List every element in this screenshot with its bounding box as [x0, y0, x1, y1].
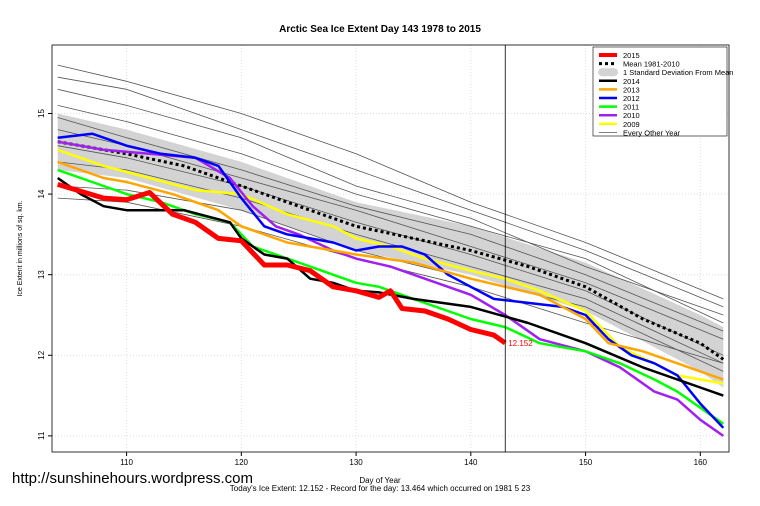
- chart-title: Arctic Sea Ice Extent Day 143 1978 to 20…: [279, 24, 481, 35]
- other-year-line: [57, 145, 724, 356]
- other-year-line: [57, 76, 724, 308]
- series-line-2014: [56, 176, 724, 397]
- x-tick-label: 130: [349, 458, 363, 467]
- plot-frame: [51, 44, 730, 453]
- other-year-line: [57, 64, 724, 300]
- legend-label: 2009: [623, 120, 640, 129]
- y-tick-label: 15: [37, 109, 46, 118]
- y-axis-label: Ice Extent in millions of sq. km.: [17, 200, 24, 296]
- legend-label: 2013: [623, 85, 640, 94]
- y-tick-label: 13: [37, 270, 46, 279]
- legend-label: 2011: [623, 103, 639, 112]
- other-year-line: [57, 117, 724, 332]
- legend-label: 2012: [623, 94, 640, 103]
- legend-label: 2014: [623, 77, 640, 86]
- other-year-line: [57, 161, 724, 364]
- x-tick-label: 140: [464, 458, 478, 467]
- legend-label: 2010: [623, 111, 640, 120]
- y-tick-label: 12: [37, 350, 46, 359]
- legend-box: [592, 46, 728, 137]
- series-line-2010: [57, 140, 725, 437]
- y-tick-label: 14: [37, 189, 46, 198]
- end-value-label: 12.152: [508, 339, 533, 348]
- series-line-2012: [57, 132, 725, 429]
- series-line-2013: [57, 160, 724, 381]
- x-tick-label: 120: [235, 458, 249, 467]
- x-tick-label: 150: [579, 458, 593, 467]
- series-line-mean-1981-2010: [57, 140, 725, 361]
- summary-text: Today's Ice Extent: 12.152 - Record for …: [229, 484, 531, 493]
- legend-label: Every Other Year: [623, 128, 681, 137]
- legend-label: 2015: [623, 51, 640, 60]
- series-line-2015: [56, 182, 507, 346]
- legend-swatch: [598, 68, 618, 77]
- y-tick-label: 11: [37, 431, 46, 440]
- other-year-line: [57, 88, 724, 316]
- legend-label: Mean 1981-2010: [623, 60, 680, 69]
- x-tick-label: 160: [694, 458, 708, 467]
- other-year-line: [57, 105, 724, 324]
- x-axis-label: Day of Year: [359, 476, 401, 485]
- legend-label: 1 Standard Deviation From Mean: [623, 68, 733, 77]
- x-tick-label: 110: [120, 458, 133, 467]
- source-url: http://sunshinehours.wordpress.com: [12, 470, 253, 487]
